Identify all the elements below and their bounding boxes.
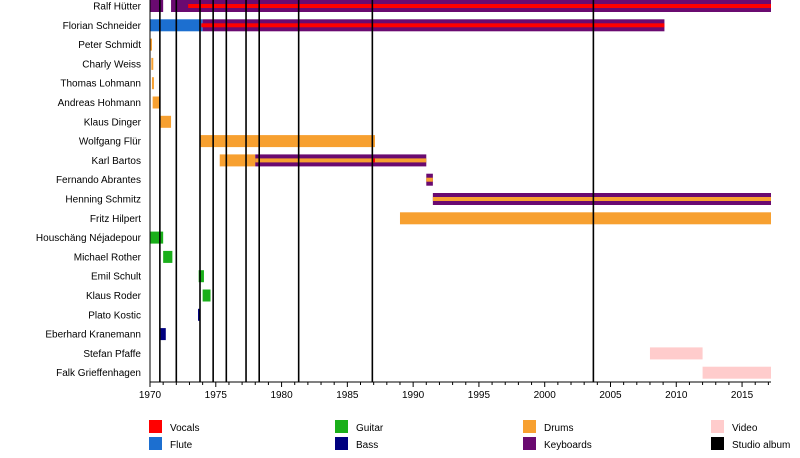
bar-henning-schmitz-drums-stripe-1 xyxy=(432,197,771,201)
legend-label-vocals: Vocals xyxy=(170,423,199,434)
legend-swatch-bass xyxy=(335,437,348,450)
member-label-henning-schmitz: Henning Schmitz xyxy=(65,195,141,206)
bar-thomas-lohmann-drums-0 xyxy=(151,77,154,90)
tick-label-2010: 2010 xyxy=(665,390,688,401)
tick-label-2000: 2000 xyxy=(534,390,557,401)
tick-label-1995: 1995 xyxy=(468,390,491,401)
x-axis: 1970 1975 1980 1985 1990 1995 2000 2005 2010 2015 xyxy=(139,0,771,401)
tick-label-1970: 1970 xyxy=(139,390,162,401)
member-label-klaus-roder: Klaus Roder xyxy=(86,291,142,302)
member-label-eberhard-kranemann: Eberhard Kranemann xyxy=(45,330,141,341)
member-label-plato-kostic: Plato Kostic xyxy=(88,310,141,321)
bar-charly-weiss-drums-0 xyxy=(151,57,154,70)
bar-wolfgang-flur-drums-0 xyxy=(200,135,375,148)
member-label-michael-rother: Michael Rother xyxy=(74,252,142,263)
member-label-klaus-dinger: Klaus Dinger xyxy=(84,117,142,128)
legend-swatch-video xyxy=(711,420,724,433)
bar-eberhard-kranemann-bass-0 xyxy=(160,328,166,341)
legend-swatch-vocals xyxy=(149,420,162,433)
member-label-peter-schmidt: Peter Schmidt xyxy=(78,40,141,51)
legend-swatch-keyboards xyxy=(523,437,536,450)
legend-swatch-guitar xyxy=(335,420,348,433)
legend-label-drums: Drums xyxy=(544,423,573,434)
member-label-karl-bartos: Karl Bartos xyxy=(92,156,141,167)
member-label-houschang-nejadepour: Houschäng Néjadepour xyxy=(36,233,142,244)
bar-stefan-pfaffe-video-0 xyxy=(649,347,703,360)
tick-label-1975: 1975 xyxy=(205,390,228,401)
member-label-fernando-abrantes: Fernando Abrantes xyxy=(56,175,141,186)
legend-label-video: Video xyxy=(732,423,758,434)
tick-label-2005: 2005 xyxy=(599,390,622,401)
legend-label-flute: Flute xyxy=(170,440,193,451)
member-label-fritz-hilpert: Fritz Hilpert xyxy=(90,214,141,225)
bar-fernando-abrantes-drums-stripe-1 xyxy=(426,177,433,182)
member-label-ralf-hutter: Ralf Hütter xyxy=(93,2,141,13)
bar-michael-rother-guitar-0 xyxy=(163,250,173,263)
legend-swatch-studio-album xyxy=(711,437,724,450)
member-label-charly-weiss: Charly Weiss xyxy=(82,59,141,70)
member-label-florian-schneider: Florian Schneider xyxy=(63,21,142,32)
bar-klaus-dinger-drums-0 xyxy=(160,115,172,128)
legend-label-keyboards: Keyboards xyxy=(544,440,592,451)
bar-plato-kostic-bass-0 xyxy=(198,308,200,321)
legend-label-studio-album: Studio album xyxy=(732,440,790,451)
legend-swatch-flute xyxy=(149,437,162,450)
member-label-stefan-pfaffe: Stefan Pfaffe xyxy=(83,349,141,360)
bar-florian-schneider-vocals-stripe-2 xyxy=(201,23,665,28)
bar-fritz-hilpert-drums-0 xyxy=(399,212,771,225)
bar-ralf-hutter-keyboards-0 xyxy=(150,0,164,12)
studio-album-lines xyxy=(159,0,595,382)
member-bars xyxy=(150,0,772,379)
tick-label-1980: 1980 xyxy=(270,390,293,401)
bar-andreas-hohmann-drums-0 xyxy=(152,96,161,109)
member-label-thomas-lohmann: Thomas Lohmann xyxy=(60,79,141,90)
bar-emil-schult-guitar-0 xyxy=(198,270,204,283)
bar-ralf-hutter-vocals-stripe-2 xyxy=(188,4,771,8)
member-labels: Ralf Hütter Florian Schneider Peter Schmid… xyxy=(36,2,142,380)
bar-houschang-nejadepour-guitar-0 xyxy=(150,231,164,244)
bar-klaus-roder-guitar-0 xyxy=(202,289,211,302)
bar-karl-bartos-drums-0 xyxy=(219,154,256,167)
legend-label-guitar: Guitar xyxy=(356,423,384,434)
tick-label-1990: 1990 xyxy=(402,390,425,401)
member-label-wolfgang-flur: Wolfgang Flür xyxy=(79,137,142,148)
legend-swatch-drums xyxy=(523,420,536,433)
bar-peter-schmidt-drums-0 xyxy=(150,38,152,51)
member-label-falk-grieffenhagen: Falk Grieffenhagen xyxy=(56,368,141,379)
bar-falk-grieffenhagen-video-0 xyxy=(702,366,771,379)
legend: Vocals Flute Guitar Bass Drums Keyboards Video… xyxy=(149,420,790,451)
bar-karl-bartos-drums-stripe-2 xyxy=(255,158,427,163)
legend-label-bass: Bass xyxy=(356,440,378,451)
tick-label-2015: 2015 xyxy=(731,390,754,401)
bar-karl-bartos-vocals-stripe-3 xyxy=(372,158,375,163)
member-label-andreas-hohmann: Andreas Hohmann xyxy=(58,98,141,109)
tick-label-1985: 1985 xyxy=(336,390,359,401)
member-label-emil-schult: Emil Schult xyxy=(91,272,141,283)
